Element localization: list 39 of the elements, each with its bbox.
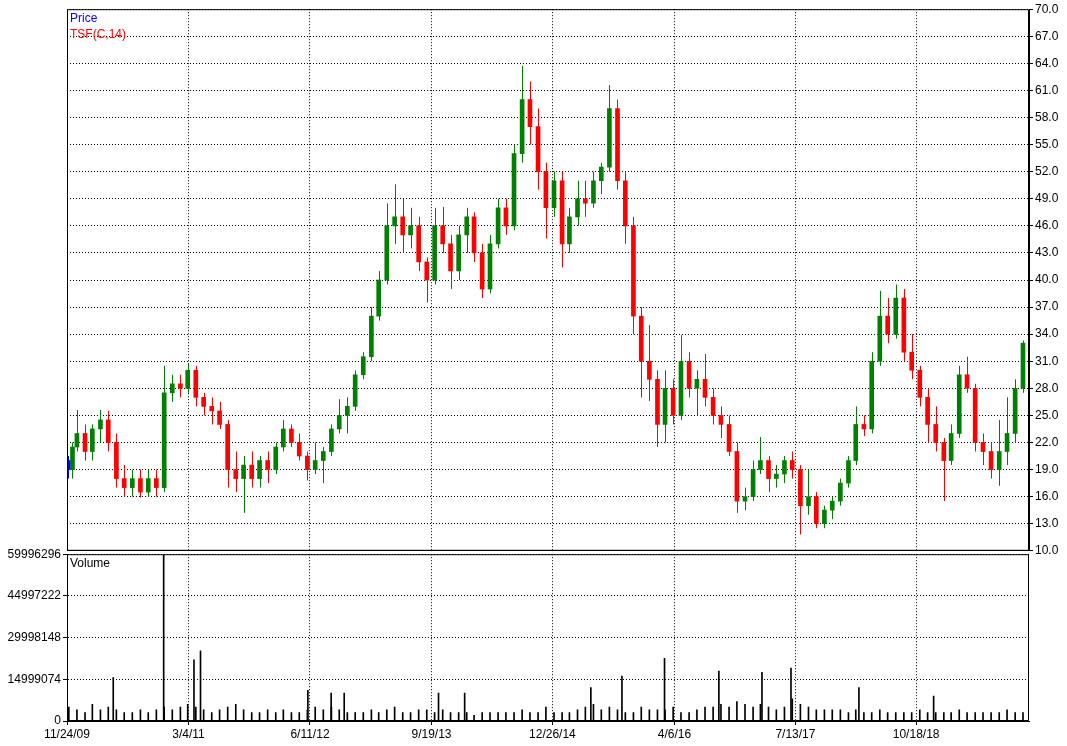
y-tick-label: 10.0 — [1035, 543, 1059, 558]
y-tick-label: 25.0 — [1035, 407, 1059, 422]
y-tick-label: 46.0 — [1035, 218, 1059, 233]
y-tick-label: 52.0 — [1035, 163, 1059, 178]
x-tick-label: 12/26/14 — [529, 726, 577, 741]
x-tick-label: 11/24/09 — [44, 726, 91, 741]
y-tick-label: 67.0 — [1035, 28, 1059, 43]
y-tick-label: 58.0 — [1035, 109, 1059, 124]
x-tick-label: 9/19/13 — [411, 726, 452, 741]
x-tick-label: 4/6/16 — [657, 726, 692, 741]
y-tick-label: 64.0 — [1035, 55, 1059, 70]
candlestick — [178, 374, 183, 398]
y-tick-label: 43.0 — [1035, 245, 1059, 260]
chart-title: Volume — [70, 555, 111, 570]
y-tick-label: 19.0 — [1035, 461, 1059, 476]
x-tick-label: 10/18/18 — [892, 726, 940, 741]
y-tick-label: 14999074 — [7, 671, 62, 686]
y-tick-label: 61.0 — [1035, 82, 1059, 97]
y-tick-label: 44997222 — [7, 588, 62, 603]
x-tick-label: 3/4/11 — [172, 726, 206, 741]
text: Price — [70, 10, 98, 25]
x-tick-label: 7/13/17 — [775, 726, 816, 741]
y-tick-label: 31.0 — [1035, 353, 1059, 368]
y-tick-label: 59996296 — [7, 546, 62, 561]
y-tick-label: 70.0 — [1035, 1, 1059, 16]
y-tick-label: 29998148 — [7, 629, 62, 644]
y-tick-label: 28.0 — [1035, 380, 1059, 395]
candlestick — [583, 180, 588, 218]
y-tick-label: 55.0 — [1035, 136, 1059, 151]
y-tick-label: 0 — [54, 713, 62, 728]
y-tick-label: 40.0 — [1035, 272, 1059, 287]
y-tick-label: 13.0 — [1035, 516, 1059, 531]
text: TSF(C,14) — [70, 26, 127, 41]
y-tick-label: 34.0 — [1035, 326, 1059, 341]
y-tick-label: 37.0 — [1035, 299, 1059, 314]
y-tick-label: 16.0 — [1035, 488, 1059, 503]
y-tick-label: 49.0 — [1035, 191, 1059, 206]
y-tick-label: 22.0 — [1035, 434, 1059, 449]
x-tick-label: 6/11/12 — [290, 726, 330, 741]
